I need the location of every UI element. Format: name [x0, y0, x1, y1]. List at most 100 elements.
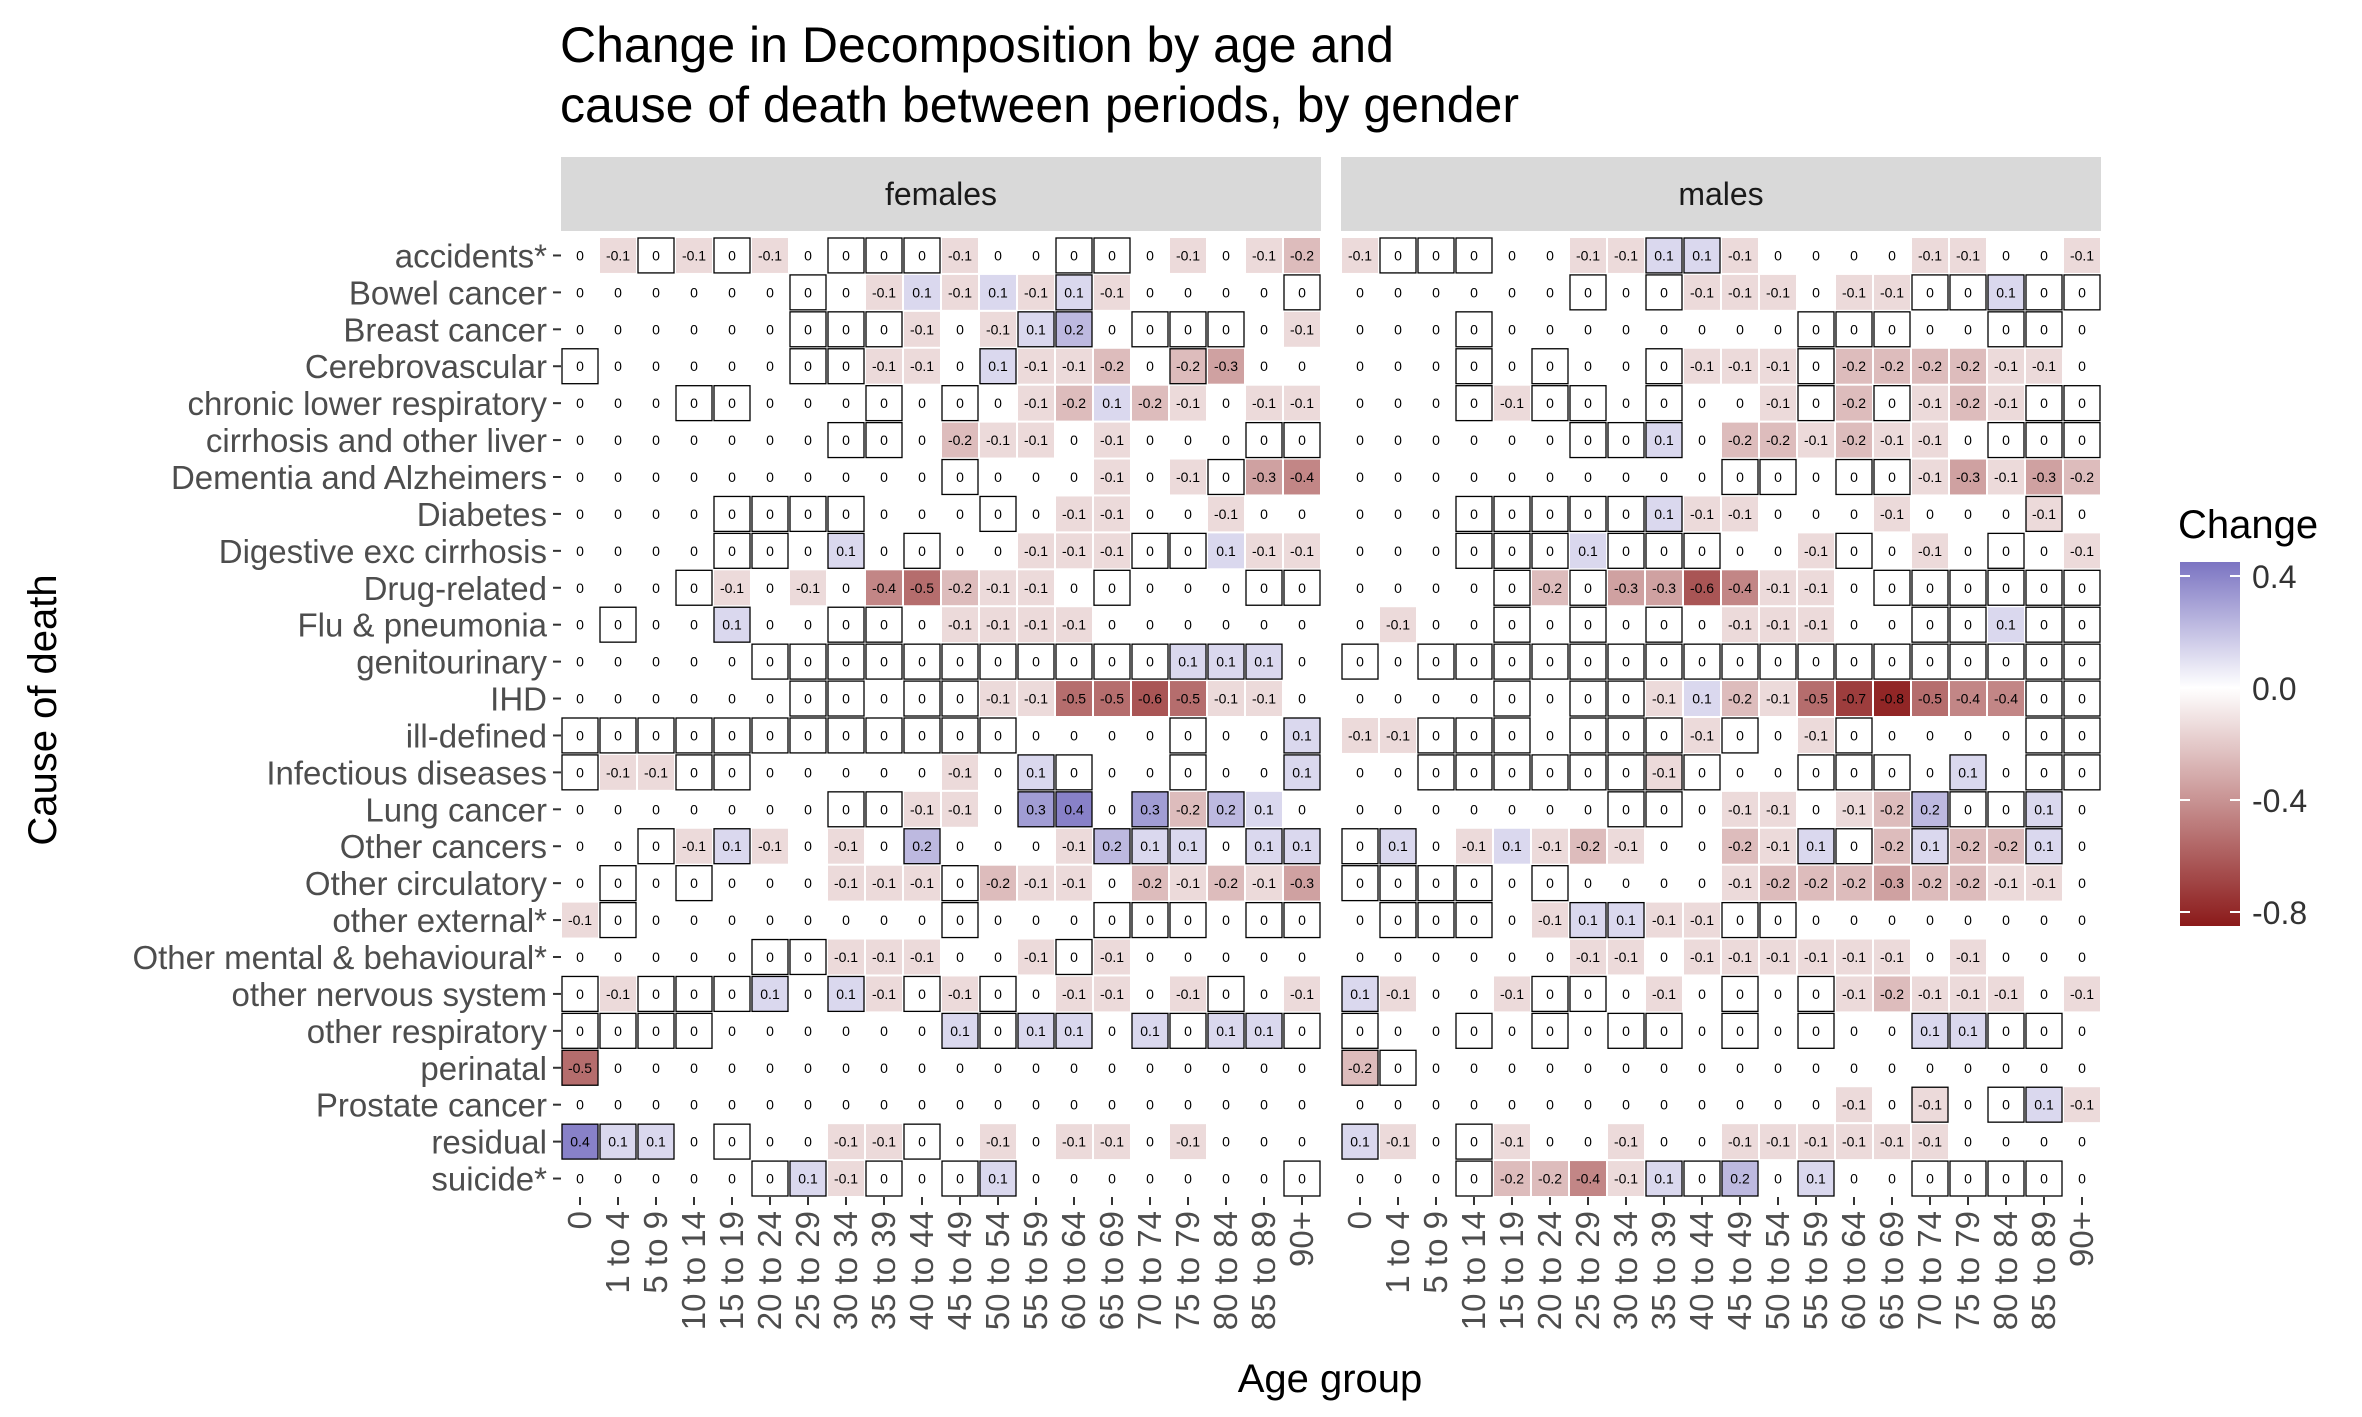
- heatmap-cell: [1570, 1161, 1606, 1196]
- cell-value-label: 0: [1888, 1023, 1896, 1039]
- heatmap-cell: [1570, 1013, 1606, 1049]
- cell-value-label: 0: [2002, 1060, 2010, 1076]
- heatmap-cell: [638, 496, 674, 532]
- heatmap-cell: [1836, 496, 1872, 532]
- cell-value-label: 0: [994, 949, 1002, 965]
- heatmap-cell: [1170, 1161, 1206, 1196]
- heatmap-cell: [1380, 533, 1416, 569]
- cell-value-label: -0.1: [606, 764, 630, 780]
- heatmap-cell: [1132, 570, 1168, 606]
- heatmap-cell: [562, 828, 598, 864]
- heatmap-cell: [1911, 606, 1949, 643]
- heatmap-cell: [1246, 1124, 1282, 1160]
- heatmap-cell: [942, 791, 978, 827]
- heatmap-cell: [1208, 348, 1244, 384]
- heatmap-cell: [942, 422, 978, 458]
- heatmap-cell: [1532, 570, 1568, 606]
- cell-value-label: 0: [1508, 1023, 1516, 1039]
- heatmap-cell: [1456, 459, 1492, 495]
- cell-value-label: -0.1: [2032, 875, 2056, 891]
- cell-value-label: 0: [2078, 1060, 2086, 1076]
- heatmap-cell: [1722, 311, 1758, 347]
- cell-value-label: 0: [1146, 506, 1154, 522]
- cell-value-label: 0: [2002, 580, 2010, 596]
- cell-value-label: 0: [1394, 912, 1402, 928]
- x-tick-label: 40 to 44: [903, 1211, 940, 1330]
- heatmap-cell: [828, 1087, 864, 1123]
- cell-value-label: 0: [1184, 912, 1192, 928]
- cell-value-label: 0: [1184, 764, 1192, 780]
- heatmap-cell: [713, 237, 751, 274]
- heatmap-cell: [1055, 274, 1093, 311]
- cell-value-label: 0: [1260, 986, 1268, 1002]
- cell-value-label: 0: [1070, 1060, 1078, 1076]
- cell-value-label: -0.4: [872, 580, 896, 596]
- x-tick-label: 10 to 14: [1455, 1211, 1492, 1330]
- heatmap-cell: [714, 865, 750, 901]
- heatmap-cell: [1132, 238, 1168, 273]
- heatmap-cell: [1683, 643, 1721, 680]
- cell-value-label: 0: [1432, 691, 1440, 707]
- cell-value-label: 0: [690, 949, 698, 965]
- cell-value-label: 0: [1774, 654, 1782, 670]
- heatmap-cell: [1570, 1050, 1606, 1086]
- heatmap-cell: [562, 533, 598, 569]
- cell-value-label: 0: [956, 543, 964, 559]
- heatmap-cell: [904, 385, 940, 421]
- cell-value-label: 0: [690, 912, 698, 928]
- heatmap-cell: [1532, 1087, 1568, 1123]
- cell-value-label: -0.2: [1728, 691, 1752, 707]
- heatmap-cell: [1950, 1087, 1986, 1123]
- heatmap-cell: [790, 754, 826, 790]
- cell-value-label: 0: [766, 1171, 774, 1187]
- cell-value-label: 0: [1660, 395, 1668, 411]
- heatmap-cell: [1645, 495, 1683, 533]
- cell-value-label: 0: [652, 654, 660, 670]
- cell-value-label: -0.1: [1500, 986, 1524, 1002]
- cell-value-label: 0: [804, 949, 812, 965]
- heatmap-cell: [1722, 681, 1758, 716]
- cell-value-label: -0.1: [1500, 1134, 1524, 1150]
- heatmap-cell: [1608, 607, 1644, 643]
- cell-value-label: 0: [2040, 764, 2048, 780]
- heatmap-cell: [1208, 939, 1244, 975]
- heatmap-cell: [1056, 1161, 1092, 1196]
- heatmap-cell: [866, 348, 902, 384]
- cell-value-label: 0: [1108, 1023, 1116, 1039]
- cell-value-label: 0: [1508, 247, 1516, 263]
- y-tick-label-other-mental-behavioural: Other mental & behavioural*: [132, 939, 547, 976]
- cell-value-label: 0: [1070, 654, 1078, 670]
- heatmap-cell: [751, 717, 789, 754]
- cell-value-label: 0: [576, 764, 584, 780]
- cell-value-label: 0: [1622, 1023, 1630, 1039]
- cell-value-label: 0: [956, 949, 964, 965]
- heatmap-cell: [1836, 607, 1872, 643]
- heatmap-cell: [980, 422, 1016, 458]
- heatmap-cell: [1131, 1012, 1169, 1049]
- heatmap-cell: [1170, 422, 1206, 458]
- cell-value-label: 0: [1298, 432, 1306, 448]
- cell-value-label: 0: [1584, 1134, 1592, 1150]
- heatmap-cell: [1170, 496, 1206, 532]
- cell-value-label: -0.1: [1386, 1134, 1410, 1150]
- cell-value-label: 0: [1260, 949, 1268, 965]
- cell-value-label: -0.1: [1538, 912, 1562, 928]
- cell-value-label: 0.1: [1064, 1023, 1084, 1039]
- cell-value-label: 0: [842, 469, 850, 485]
- heatmap-cell: [827, 495, 865, 533]
- cell-value-label: 0: [1546, 247, 1554, 263]
- cell-value-label: -0.2: [1956, 875, 1980, 891]
- cell-value-label: 0: [1394, 247, 1402, 263]
- cell-value-label: 0: [1222, 617, 1230, 633]
- cell-value-label: 0: [614, 912, 622, 928]
- heatmap-cell: [1874, 1050, 1910, 1086]
- cell-value-label: -0.1: [1880, 949, 1904, 965]
- cell-value-label: 0: [1070, 949, 1078, 965]
- cell-value-label: 0: [614, 580, 622, 596]
- cell-value-label: 0: [1298, 1097, 1306, 1113]
- heatmap-cell: [1208, 385, 1244, 421]
- heatmap-cell: [562, 865, 598, 901]
- cell-value-label: 0: [1298, 358, 1306, 374]
- heatmap-cell: [1760, 1124, 1796, 1160]
- cell-value-label: 0: [1146, 284, 1154, 300]
